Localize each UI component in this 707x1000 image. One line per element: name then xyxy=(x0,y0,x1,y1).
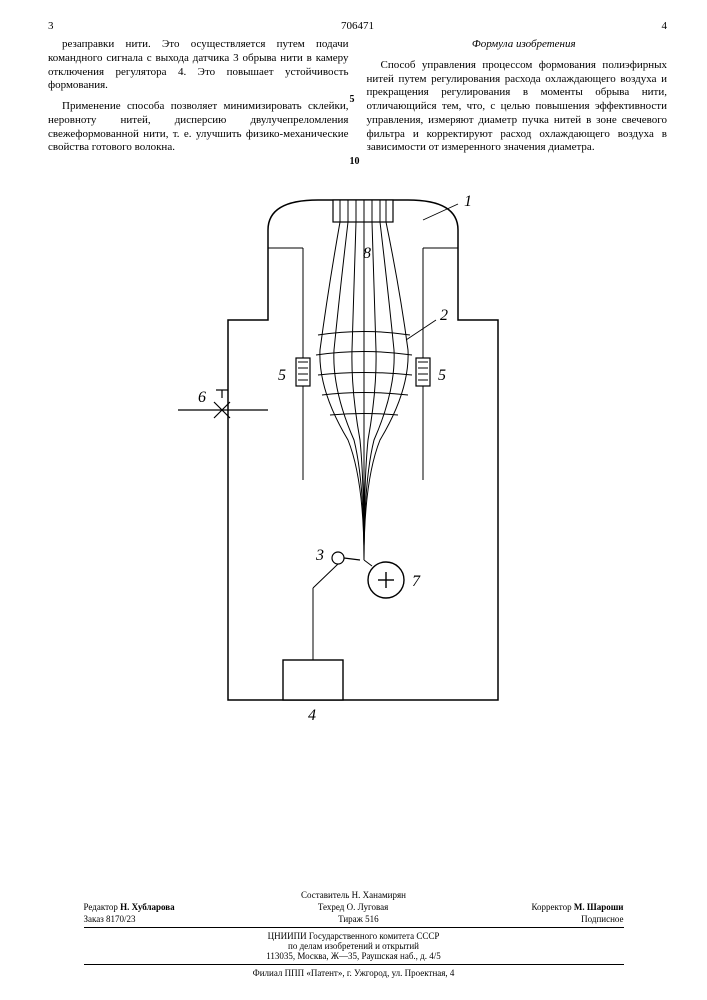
sensor-left xyxy=(296,358,310,386)
label-5b: 5 xyxy=(438,367,446,384)
roller xyxy=(368,562,404,598)
corrector-label: Корректор xyxy=(531,902,571,912)
left-column: резаправки нити. Это осуществляется путе… xyxy=(48,38,349,162)
order-num: 8170/23 xyxy=(106,914,136,924)
label-7: 7 xyxy=(412,573,421,590)
editor-label: Редактор xyxy=(84,902,118,912)
left-p2: Применение способа позволяет минимизиров… xyxy=(48,100,349,155)
org-line-1: ЦНИИПИ Государственного комитета СССР xyxy=(0,931,707,941)
addr-line-2: Филиал ППП «Патент», г. Ужгород, ул. Про… xyxy=(0,968,707,978)
techred-label: Техред xyxy=(318,902,345,912)
compiler-name: Н. Ханамирян xyxy=(352,890,406,900)
line-marker-5: 5 xyxy=(350,94,355,105)
label-4: 4 xyxy=(308,707,316,724)
label-6: 6 xyxy=(198,389,206,406)
right-column: Формула изобретения Способ управления пр… xyxy=(367,38,668,162)
tiraz-label: Тираж xyxy=(338,914,363,924)
label-1: 1 xyxy=(464,193,472,210)
label-2: 2 xyxy=(440,307,448,324)
valve xyxy=(178,390,268,418)
claim-title: Формула изобретения xyxy=(367,38,668,52)
spinneret xyxy=(333,200,393,222)
diagram: 1 8 2 5 5 6 3 7 4 xyxy=(48,180,667,740)
techred-name: О. Луговая xyxy=(347,902,389,912)
tiraz-num: 516 xyxy=(365,914,379,924)
right-p1: Способ управления процессом формования п… xyxy=(367,59,668,155)
page-number-left: 3 xyxy=(48,20,88,32)
thread-bundle xyxy=(319,222,407,560)
editor-name: Н. Хубларова xyxy=(120,902,175,912)
sensor-right xyxy=(416,358,430,386)
page-number-right: 4 xyxy=(627,20,667,32)
label-8: 8 xyxy=(363,245,371,262)
org-line-2: по делам изобретений и открытий xyxy=(0,941,707,951)
enclosure xyxy=(228,200,498,700)
addr-line-1: 113035, Москва, Ж—35, Раушская наб., д. … xyxy=(0,951,707,961)
corrector-name: М. Шароши xyxy=(574,902,624,912)
compiler-label: Составитель xyxy=(301,890,349,900)
break-sensor xyxy=(332,552,360,564)
regulator-box xyxy=(283,660,343,700)
left-p1: резаправки нити. Это осуществляется путе… xyxy=(48,38,349,93)
patent-number: 706471 xyxy=(88,20,627,32)
line-marker-10: 10 xyxy=(350,156,360,167)
order-label: Заказ xyxy=(84,914,104,924)
label-3: 3 xyxy=(315,547,324,564)
footer: Составитель Н. Ханамирян Редактор Н. Хуб… xyxy=(0,890,707,978)
label-5a: 5 xyxy=(278,367,286,384)
podpisnoe: Подписное xyxy=(581,914,623,924)
